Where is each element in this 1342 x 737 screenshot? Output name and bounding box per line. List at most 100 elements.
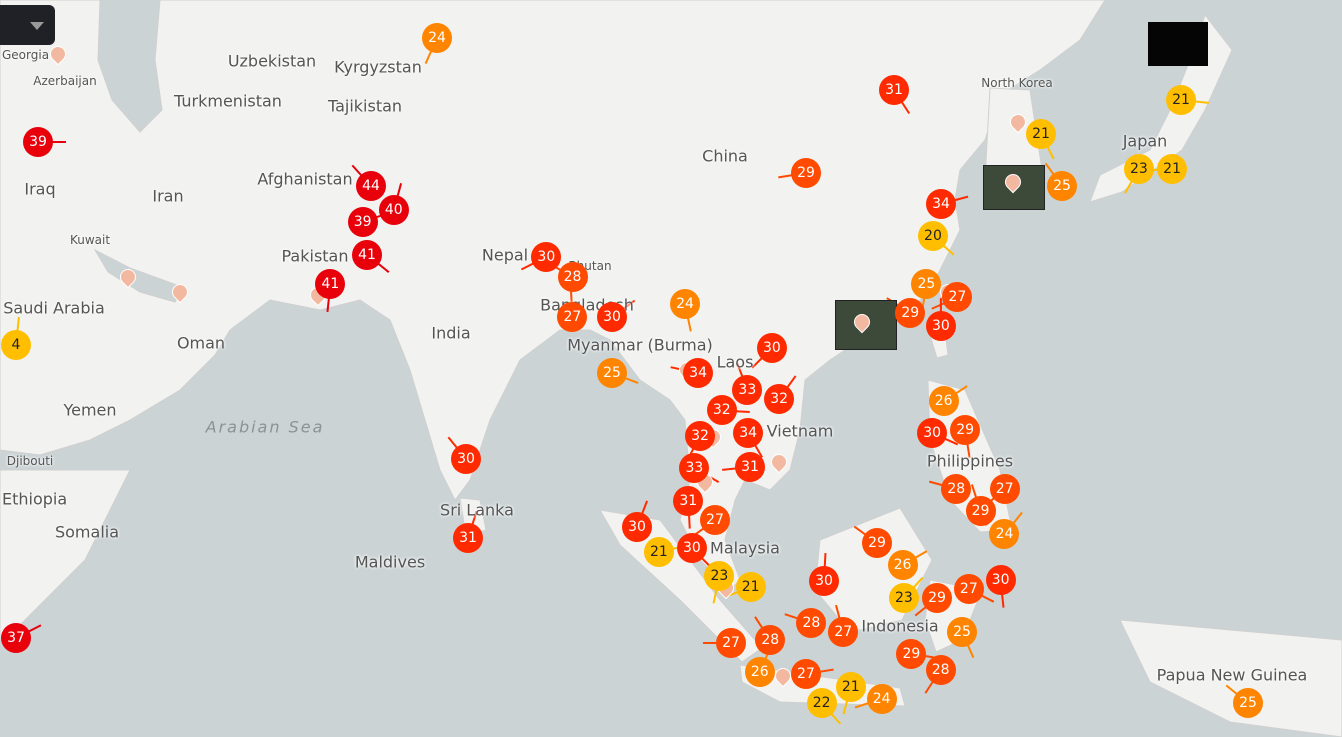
- temperature-marker[interactable]: 21: [643, 536, 674, 567]
- map-label: Indonesia: [861, 616, 939, 636]
- temperature-marker[interactable]: 34: [683, 358, 714, 388]
- temperature-marker[interactable]: 29: [922, 583, 952, 613]
- map-label: Sri Lanka: [440, 500, 514, 520]
- temperature-marker[interactable]: 33: [679, 453, 710, 484]
- temperature-marker[interactable]: 27: [989, 473, 1020, 504]
- map-label: Malaysia: [710, 538, 780, 558]
- temperature-marker[interactable]: 30: [451, 444, 481, 474]
- temperature-marker[interactable]: 25: [1047, 171, 1077, 201]
- map-label: Japan: [1122, 131, 1168, 151]
- map-label: Iran: [152, 186, 184, 206]
- temperature-marker[interactable]: 31: [673, 485, 704, 516]
- temperature-marker[interactable]: 29: [791, 158, 821, 188]
- temperature-marker[interactable]: 33: [732, 374, 763, 405]
- temperature-marker[interactable]: 30: [622, 512, 653, 543]
- temperature-marker[interactable]: 44: [356, 171, 387, 202]
- temperature-marker[interactable]: 30: [597, 302, 627, 332]
- temperature-marker[interactable]: 27: [699, 505, 730, 536]
- map-label: Iraq: [24, 179, 56, 199]
- temperature-marker[interactable]: 30: [925, 311, 956, 342]
- temperature-marker[interactable]: 27: [942, 282, 973, 313]
- temperature-marker[interactable]: 24: [866, 683, 897, 714]
- temperature-marker[interactable]: 22: [806, 688, 837, 719]
- map-label: Myanmar (Burma): [567, 335, 713, 355]
- temperature-marker[interactable]: 39: [347, 206, 378, 237]
- map-label: Nepal: [481, 245, 529, 265]
- temperature-marker[interactable]: 27: [828, 617, 859, 648]
- temperature-marker[interactable]: 29: [896, 638, 927, 669]
- temperature-marker[interactable]: 24: [989, 519, 1020, 550]
- temperature-marker[interactable]: 21: [1166, 85, 1196, 115]
- temperature-marker[interactable]: 26: [887, 550, 918, 581]
- temperature-marker[interactable]: 23: [1123, 154, 1154, 184]
- map-label: Pakistan: [281, 246, 349, 266]
- temperature-marker[interactable]: 25: [911, 269, 942, 300]
- temperature-marker[interactable]: 31: [735, 452, 765, 482]
- temperature-marker[interactable]: 26: [928, 386, 959, 417]
- temperature-marker[interactable]: 30: [985, 564, 1016, 595]
- temperature-marker[interactable]: 30: [531, 241, 562, 272]
- temperature-marker[interactable]: 25: [597, 358, 627, 388]
- temperature-marker[interactable]: 23: [888, 583, 919, 614]
- temperature-marker[interactable]: 21: [835, 672, 866, 703]
- temperature-marker[interactable]: 24: [670, 289, 700, 319]
- map-label: Somalia: [54, 522, 120, 542]
- temperature-marker[interactable]: 29: [965, 496, 996, 527]
- temperature-marker[interactable]: 32: [764, 383, 795, 414]
- map-label: Vietnam: [766, 421, 834, 441]
- temperature-marker[interactable]: 24: [422, 23, 452, 53]
- map-label: Papua New Guinea: [1156, 665, 1308, 685]
- temperature-marker[interactable]: 40: [378, 195, 409, 226]
- map-label: Afghanistan: [257, 169, 353, 189]
- temperature-marker[interactable]: 37: [1, 623, 31, 653]
- map-label: Maldives: [354, 552, 426, 572]
- temperature-marker[interactable]: 25: [947, 617, 977, 647]
- temperature-marker[interactable]: 28: [557, 262, 588, 292]
- sumatra: [599, 509, 763, 663]
- temperature-marker[interactable]: 31: [453, 523, 483, 553]
- temperature-marker[interactable]: 30: [756, 333, 787, 363]
- map-label: China: [702, 146, 748, 166]
- overlay-panel: [1148, 22, 1208, 66]
- map-label: North Korea: [981, 76, 1053, 90]
- layer-dropdown[interactable]: [0, 5, 55, 45]
- map-label: Kyrgyzstan: [334, 57, 422, 77]
- temperature-marker[interactable]: 28: [941, 473, 972, 504]
- temperature-marker[interactable]: 28: [796, 607, 827, 638]
- temperature-marker[interactable]: 32: [706, 395, 737, 426]
- temperature-marker[interactable]: 21: [1157, 154, 1188, 184]
- horn-of-africa: [0, 469, 131, 641]
- temperature-marker[interactable]: 34: [733, 418, 764, 449]
- temperature-marker[interactable]: 27: [716, 628, 746, 658]
- temperature-marker[interactable]: 21: [1026, 119, 1056, 149]
- temperature-marker[interactable]: 27: [557, 302, 588, 332]
- map-label: Philippines: [926, 451, 1014, 471]
- temperature-marker[interactable]: 28: [925, 654, 956, 685]
- temperature-marker[interactable]: 4: [1, 330, 31, 360]
- temperature-marker[interactable]: 20: [917, 221, 948, 252]
- new-guinea: [1119, 619, 1342, 737]
- temperature-marker[interactable]: 21: [735, 572, 766, 603]
- temperature-marker[interactable]: 26: [744, 656, 775, 687]
- temperature-marker[interactable]: 32: [685, 420, 716, 451]
- map-label: Arabian Sea: [205, 417, 325, 437]
- temperature-marker[interactable]: 27: [953, 574, 984, 605]
- temperature-marker[interactable]: 23: [704, 560, 735, 591]
- temperature-marker[interactable]: 34: [926, 188, 957, 219]
- map-label: Ethiopia: [1, 489, 68, 509]
- temperature-marker[interactable]: 30: [917, 418, 948, 449]
- temperature-marker[interactable]: 41: [352, 239, 383, 270]
- temperature-marker[interactable]: 29: [862, 528, 892, 558]
- temperature-marker[interactable]: 29: [895, 298, 926, 329]
- temperature-marker[interactable]: 39: [23, 127, 53, 157]
- temperature-marker[interactable]: 30: [809, 566, 839, 596]
- temperature-marker[interactable]: 25: [1233, 688, 1263, 718]
- temperature-marker[interactable]: 41: [315, 269, 346, 299]
- temperature-marker[interactable]: 27: [790, 658, 821, 689]
- temperature-marker[interactable]: 31: [879, 75, 909, 105]
- temperature-marker[interactable]: 29: [950, 414, 981, 445]
- temperature-marker[interactable]: 28: [755, 625, 786, 656]
- temperature-marker[interactable]: 30: [676, 533, 707, 564]
- map-label: Azerbaijan: [33, 74, 97, 88]
